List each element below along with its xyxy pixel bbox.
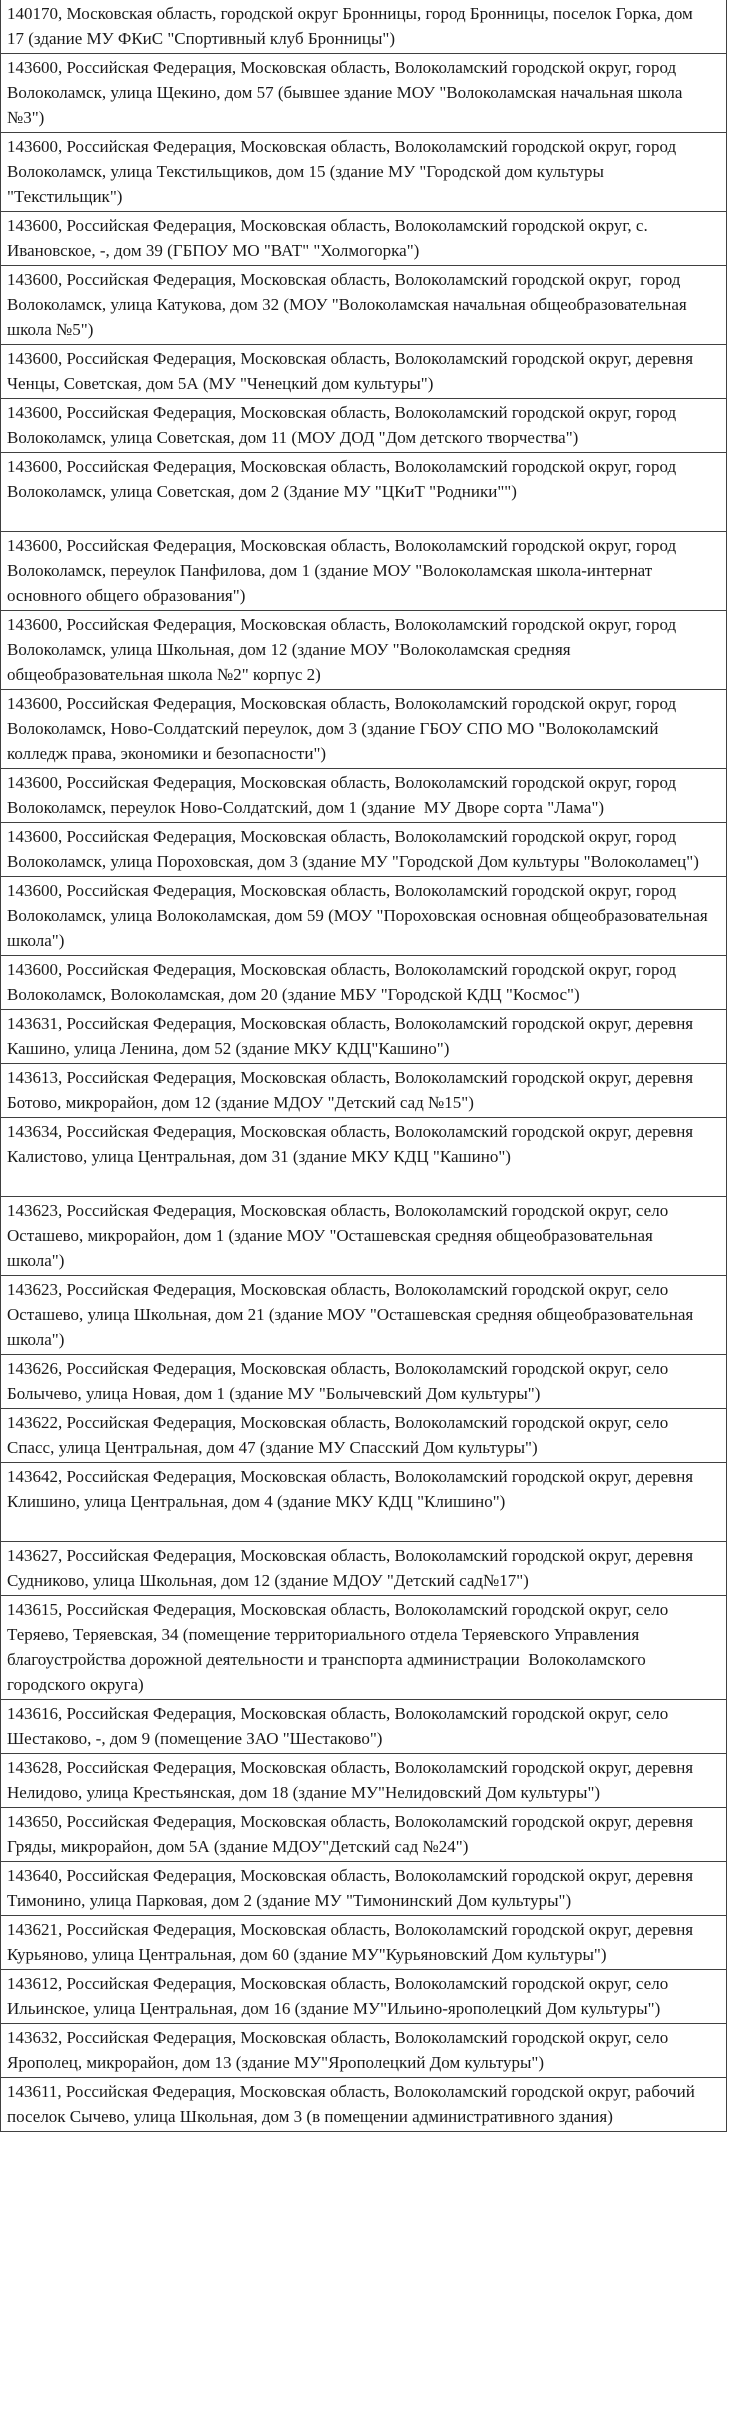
table-row: 143613, Российская Федерация, Московская… <box>0 1063 727 1118</box>
address-cell: 143640, Российская Федерация, Московская… <box>0 1861 727 1916</box>
address-cell: 143600, Российская Федерация, Московская… <box>0 876 727 956</box>
address-cell: 143600, Российская Федерация, Московская… <box>0 132 727 212</box>
table-row: 140170, Московская область, городской ок… <box>0 0 727 54</box>
table-row: 143600, Российская Федерация, Московская… <box>0 132 727 212</box>
address-cell: 143600, Российская Федерация, Московская… <box>0 452 727 532</box>
address-cell: 143622, Российская Федерация, Московская… <box>0 1408 727 1463</box>
table-row: 143622, Российская Федерация, Московская… <box>0 1408 727 1463</box>
table-row: 143640, Российская Федерация, Московская… <box>0 1861 727 1916</box>
table-row: 143600, Российская Федерация, Московская… <box>0 344 727 399</box>
address-cell: 143600, Российская Федерация, Московская… <box>0 211 727 266</box>
address-cell: 143611, Российская Федерация, Московская… <box>0 2077 727 2132</box>
table-row: 143623, Российская Федерация, Московская… <box>0 1196 727 1276</box>
table-row: 143600, Российская Федерация, Московская… <box>0 610 727 690</box>
address-cell: 140170, Московская область, городской ок… <box>0 0 727 54</box>
table-row: 143600, Российская Федерация, Московская… <box>0 822 727 877</box>
address-cell: 143600, Российская Федерация, Московская… <box>0 344 727 399</box>
table-row: 143600, Российская Федерация, Московская… <box>0 211 727 266</box>
table-row: 143628, Российская Федерация, Московская… <box>0 1753 727 1808</box>
table-row: 143611, Российская Федерация, Московская… <box>0 2077 727 2132</box>
table-row: 143600, Российская Федерация, Московская… <box>0 53 727 133</box>
address-cell: 143600, Российская Федерация, Московская… <box>0 822 727 877</box>
address-cell: 143631, Российская Федерация, Московская… <box>0 1009 727 1064</box>
table-row: 143600, Российская Федерация, Московская… <box>0 265 727 345</box>
table-row: 143600, Российская Федерация, Московская… <box>0 768 727 823</box>
table-row: 143615, Российская Федерация, Московская… <box>0 1595 727 1700</box>
address-table: 140170, Московская область, городской ок… <box>0 0 727 2132</box>
address-cell: 143626, Российская Федерация, Московская… <box>0 1354 727 1409</box>
address-cell: 143600, Российская Федерация, Московская… <box>0 531 727 611</box>
table-row: 143600, Российская Федерация, Московская… <box>0 398 727 453</box>
table-row: 143650, Российская Федерация, Московская… <box>0 1807 727 1862</box>
table-row: 143634, Российская Федерация, Московская… <box>0 1117 727 1197</box>
address-table-body: 140170, Московская область, городской ок… <box>0 0 727 2132</box>
address-cell: 143600, Российская Федерация, Московская… <box>0 398 727 453</box>
address-cell: 143623, Российская Федерация, Московская… <box>0 1196 727 1276</box>
address-cell: 143616, Российская Федерация, Московская… <box>0 1699 727 1754</box>
address-cell: 143600, Российская Федерация, Московская… <box>0 265 727 345</box>
table-row: 143612, Российская Федерация, Московская… <box>0 1969 727 2024</box>
table-row: 143600, Российская Федерация, Московская… <box>0 452 727 532</box>
address-cell: 143650, Российская Федерация, Московская… <box>0 1807 727 1862</box>
address-cell: 143600, Российская Федерация, Московская… <box>0 610 727 690</box>
table-row: 143600, Российская Федерация, Московская… <box>0 955 727 1010</box>
address-cell: 143628, Российская Федерация, Московская… <box>0 1753 727 1808</box>
table-row: 143626, Российская Федерация, Московская… <box>0 1354 727 1409</box>
address-cell: 143634, Российская Федерация, Московская… <box>0 1117 727 1197</box>
address-cell: 143642, Российская Федерация, Московская… <box>0 1462 727 1542</box>
address-cell: 143632, Российская Федерация, Московская… <box>0 2023 727 2078</box>
address-cell: 143600, Российская Федерация, Московская… <box>0 768 727 823</box>
table-row: 143600, Российская Федерация, Московская… <box>0 876 727 956</box>
address-cell: 143600, Российская Федерация, Московская… <box>0 689 727 769</box>
table-row: 143600, Российская Федерация, Московская… <box>0 531 727 611</box>
address-cell: 143600, Российская Федерация, Московская… <box>0 53 727 133</box>
address-cell: 143623, Российская Федерация, Московская… <box>0 1275 727 1355</box>
table-row: 143623, Российская Федерация, Московская… <box>0 1275 727 1355</box>
table-row: 143632, Российская Федерация, Московская… <box>0 2023 727 2078</box>
table-row: 143631, Российская Федерация, Московская… <box>0 1009 727 1064</box>
table-row: 143642, Российская Федерация, Московская… <box>0 1462 727 1542</box>
address-cell: 143613, Российская Федерация, Московская… <box>0 1063 727 1118</box>
table-row: 143600, Российская Федерация, Московская… <box>0 689 727 769</box>
table-row: 143627, Российская Федерация, Московская… <box>0 1541 727 1596</box>
address-cell: 143600, Российская Федерация, Московская… <box>0 955 727 1010</box>
table-row: 143616, Российская Федерация, Московская… <box>0 1699 727 1754</box>
address-cell: 143612, Российская Федерация, Московская… <box>0 1969 727 2024</box>
address-cell: 143615, Российская Федерация, Московская… <box>0 1595 727 1700</box>
address-cell: 143627, Российская Федерация, Московская… <box>0 1541 727 1596</box>
table-row: 143621, Российская Федерация, Московская… <box>0 1915 727 1970</box>
address-cell: 143621, Российская Федерация, Московская… <box>0 1915 727 1970</box>
